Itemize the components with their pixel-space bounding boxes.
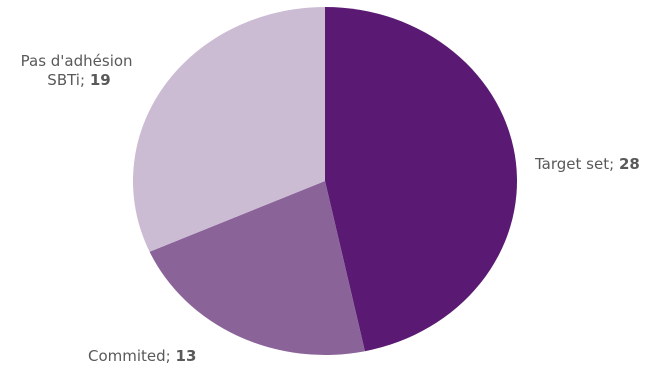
label-pas-adhesion-line1: Pas d'adhésion — [21, 52, 133, 70]
pie-slice-commited — [149, 181, 365, 356]
pie-slice-target-set — [325, 6, 518, 352]
label-commited-name: Commited; — [88, 347, 171, 365]
label-commited-value: 13 — [176, 347, 197, 365]
label-target-set-name: Target set; — [534, 155, 614, 173]
label-pas-adhesion-value: 19 — [90, 71, 111, 89]
pie-slices — [133, 6, 518, 356]
label-target-set-value: 28 — [619, 155, 640, 173]
pie-slice-pas-d-adh-sion-sbti — [133, 7, 325, 252]
label-target-set: Target set; 28 — [534, 155, 640, 173]
label-pas-adhesion: Pas d'adhésion SBTi; 19 — [21, 52, 138, 89]
label-pas-adhesion-line2: SBTi; — [47, 71, 85, 89]
label-commited: Commited; 13 — [88, 347, 196, 365]
